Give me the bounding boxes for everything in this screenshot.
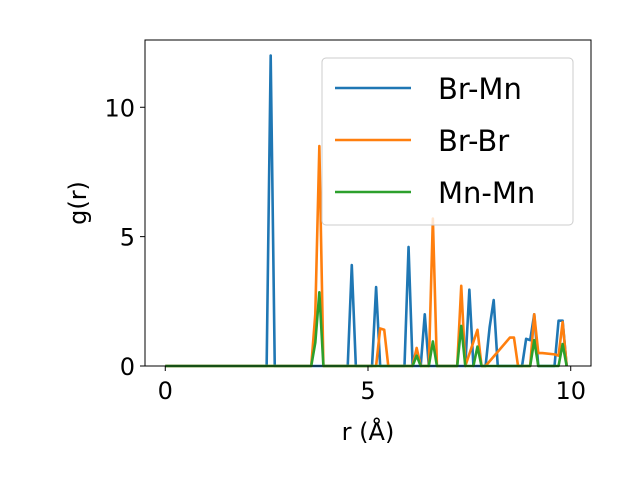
legend-frame [321, 57, 574, 226]
y-tick-label: 10 [104, 94, 135, 122]
legend-label-br-mn: Br-Mn [438, 72, 522, 106]
x-axis-ticks: 0 5 10 [158, 366, 586, 405]
legend-label-br-br: Br-Br [438, 124, 509, 158]
y-axis-label: g(r) [64, 181, 92, 225]
legend-label-mn-mn: Mn-Mn [438, 176, 535, 210]
y-tick-label: 5 [120, 224, 135, 252]
legend: Br-Mn Br-Br Mn-Mn [321, 57, 574, 226]
x-tick-label: 10 [555, 377, 586, 405]
x-tick-label: 5 [360, 377, 375, 405]
x-tick-label: 0 [158, 377, 173, 405]
x-axis-label: r (Å) [342, 417, 395, 446]
legend-entries: Br-Mn Br-Br Mn-Mn [335, 72, 535, 210]
y-axis-ticks: 0 5 10 [104, 94, 145, 381]
y-tick-label: 0 [120, 353, 135, 381]
